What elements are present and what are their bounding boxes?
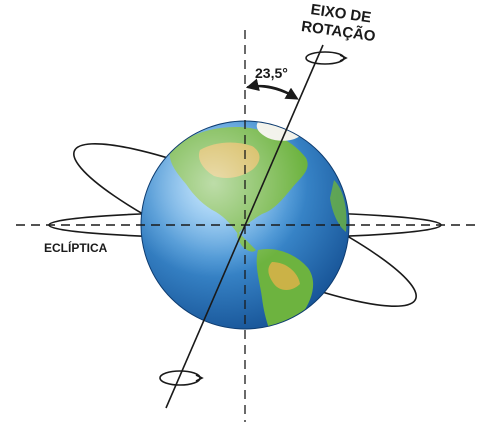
bottom-rotation-arrow	[159, 370, 204, 386]
top-rotation-arrow	[305, 51, 348, 65]
tilt-angle-label: 23,5°	[255, 65, 288, 81]
ecliptic-label: ECLÍPTICA	[44, 240, 108, 255]
rotation-axis-line	[165, 44, 324, 409]
